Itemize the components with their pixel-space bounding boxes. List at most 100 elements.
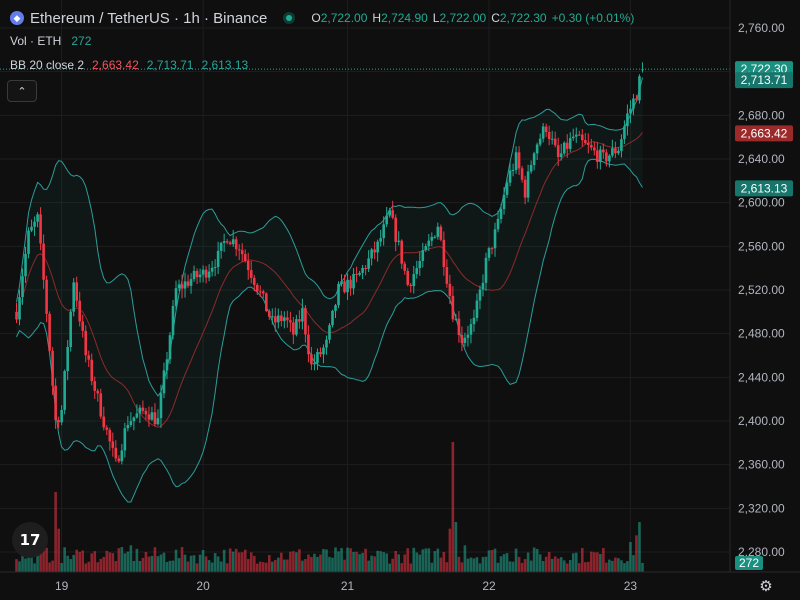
volume-bar <box>27 553 30 572</box>
volume-bar <box>532 547 536 572</box>
candle-body <box>60 409 63 423</box>
candle-body <box>370 249 373 259</box>
candle-body <box>135 413 139 418</box>
candle-body <box>186 281 190 286</box>
candle-body <box>325 339 328 348</box>
volume-bar <box>605 562 608 572</box>
volume-bar <box>24 558 27 572</box>
volume-bar <box>508 561 512 572</box>
volume-bar <box>87 561 91 572</box>
volume-bar <box>409 563 413 572</box>
tradingview-logo[interactable]: 17 <box>12 522 48 558</box>
volume-bar <box>255 563 259 572</box>
volume-bar <box>638 522 641 572</box>
candle-body <box>111 441 115 448</box>
candle-body <box>322 347 325 355</box>
volume-bar <box>529 560 533 572</box>
candle-body <box>602 149 605 153</box>
candle-body <box>599 149 602 162</box>
bb-basis-badge: 2,663.42 <box>741 126 788 140</box>
candle-body <box>418 260 422 269</box>
volume-bar <box>60 563 63 572</box>
volume-bar <box>15 559 18 572</box>
volume-bar <box>361 552 364 572</box>
volume-bar <box>280 552 283 572</box>
candle-body <box>629 108 632 114</box>
candle-body <box>141 407 145 411</box>
volume-bars <box>15 442 644 572</box>
candle-body <box>280 315 283 321</box>
candle-body <box>165 359 169 371</box>
candle-body <box>331 310 334 326</box>
volume-bar <box>439 557 443 572</box>
bb-fill-area <box>16 77 643 502</box>
volume-bar <box>511 561 515 572</box>
volume-bar <box>162 552 166 572</box>
candle-body <box>502 194 506 209</box>
candle-body <box>126 425 130 429</box>
volume-bar <box>505 553 509 572</box>
volume-bar <box>289 551 292 572</box>
ethereum-icon: ◆ <box>10 11 24 25</box>
volume-bar <box>565 563 569 572</box>
volume-bar <box>153 547 157 572</box>
volume-bar <box>219 561 223 572</box>
x-tick-label: 22 <box>482 579 496 593</box>
candle-body <box>301 308 304 322</box>
bb-legend[interactable]: BB 20 close 2 2,663.42 2,713.71 2,613.13 <box>10 58 248 72</box>
volume-bar <box>45 547 48 572</box>
volume-bar <box>544 556 548 572</box>
y-tick-label: 2,760.00 <box>738 21 785 35</box>
settings-icon[interactable]: ⚙ <box>759 578 773 595</box>
volume-bar <box>51 560 54 572</box>
volume-bar <box>292 551 295 572</box>
volume-bar <box>632 555 635 572</box>
candle-body <box>39 214 42 244</box>
candle-body <box>343 281 346 293</box>
bb-lower-badge-bg <box>735 180 793 197</box>
volume-bar <box>373 556 376 572</box>
volume-bar <box>596 552 599 572</box>
volume-bar <box>514 548 518 572</box>
candle-body <box>614 148 617 154</box>
volume-bar <box>641 562 644 572</box>
candle-body <box>84 330 88 356</box>
volume-bar <box>475 557 479 572</box>
volume-bar <box>379 551 382 572</box>
candle-body <box>240 250 244 255</box>
volume-legend-label: Vol · ETH <box>10 34 62 48</box>
volume-bar <box>283 559 286 572</box>
candle-body <box>63 371 66 410</box>
volume-bar <box>304 559 307 572</box>
symbol-title[interactable]: Ethereum / TetherUS · 1h · Binance <box>30 9 268 27</box>
y-tick-label: 2,280.00 <box>738 545 785 559</box>
candle-body <box>484 257 488 283</box>
volume-bar <box>21 550 24 572</box>
candle-body <box>237 249 241 251</box>
volume-bar <box>222 549 226 572</box>
volume-bar <box>180 547 184 572</box>
candle-body <box>547 132 551 140</box>
candle-body <box>565 142 569 149</box>
candle-body <box>367 258 370 269</box>
volume-bar <box>403 554 407 572</box>
candle-body <box>210 267 214 272</box>
candle-body <box>51 350 54 386</box>
collapse-legend-button[interactable]: ⌃ <box>7 80 37 102</box>
candle-body <box>69 311 72 347</box>
candle-body <box>590 144 593 148</box>
candle-body <box>472 317 476 325</box>
candle-body <box>222 241 226 243</box>
candle-body <box>620 139 623 151</box>
candle-body <box>33 221 36 227</box>
volume-legend[interactable]: Vol · ETH 272 <box>10 34 91 48</box>
candle-body <box>559 153 563 158</box>
market-status-icon[interactable] <box>283 12 296 24</box>
candle-body <box>268 311 271 317</box>
candle-body <box>168 335 172 360</box>
volume-bar <box>463 545 467 572</box>
volume-bar <box>274 559 277 572</box>
volume-bar <box>48 562 51 572</box>
volume-bar <box>18 561 21 572</box>
